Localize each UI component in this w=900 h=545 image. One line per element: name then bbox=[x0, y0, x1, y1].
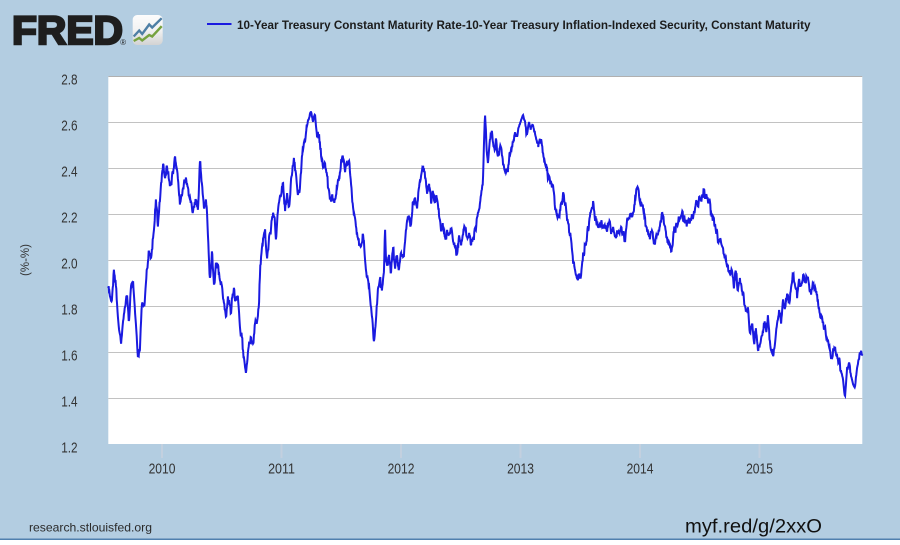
svg-text:®: ® bbox=[120, 38, 126, 47]
svg-text:10-Year Treasury Constant Matu: 10-Year Treasury Constant Maturity Rate-… bbox=[237, 18, 811, 32]
svg-text:1.2: 1.2 bbox=[61, 440, 77, 456]
svg-text:1.4: 1.4 bbox=[61, 394, 77, 410]
svg-text:2014: 2014 bbox=[627, 461, 654, 477]
svg-text:1.6: 1.6 bbox=[61, 348, 77, 364]
svg-text:research.stlouisfed.org: research.stlouisfed.org bbox=[29, 521, 152, 535]
svg-text:2012: 2012 bbox=[388, 461, 415, 477]
svg-text:FRED: FRED bbox=[12, 9, 123, 53]
svg-text:1.8: 1.8 bbox=[61, 302, 77, 318]
svg-text:2.8: 2.8 bbox=[61, 72, 77, 88]
svg-text:2011: 2011 bbox=[268, 461, 295, 477]
svg-text:2.6: 2.6 bbox=[61, 118, 77, 134]
svg-text:2013: 2013 bbox=[507, 461, 534, 477]
svg-text:2.0: 2.0 bbox=[61, 256, 77, 272]
svg-text:2.2: 2.2 bbox=[61, 210, 77, 226]
svg-text:2.4: 2.4 bbox=[61, 164, 77, 180]
svg-text:2010: 2010 bbox=[149, 461, 176, 477]
svg-text:(%-%): (%-%) bbox=[20, 244, 32, 276]
svg-text:2015: 2015 bbox=[746, 461, 773, 477]
svg-text:myf.red/g/2xxO: myf.red/g/2xxO bbox=[685, 517, 822, 538]
